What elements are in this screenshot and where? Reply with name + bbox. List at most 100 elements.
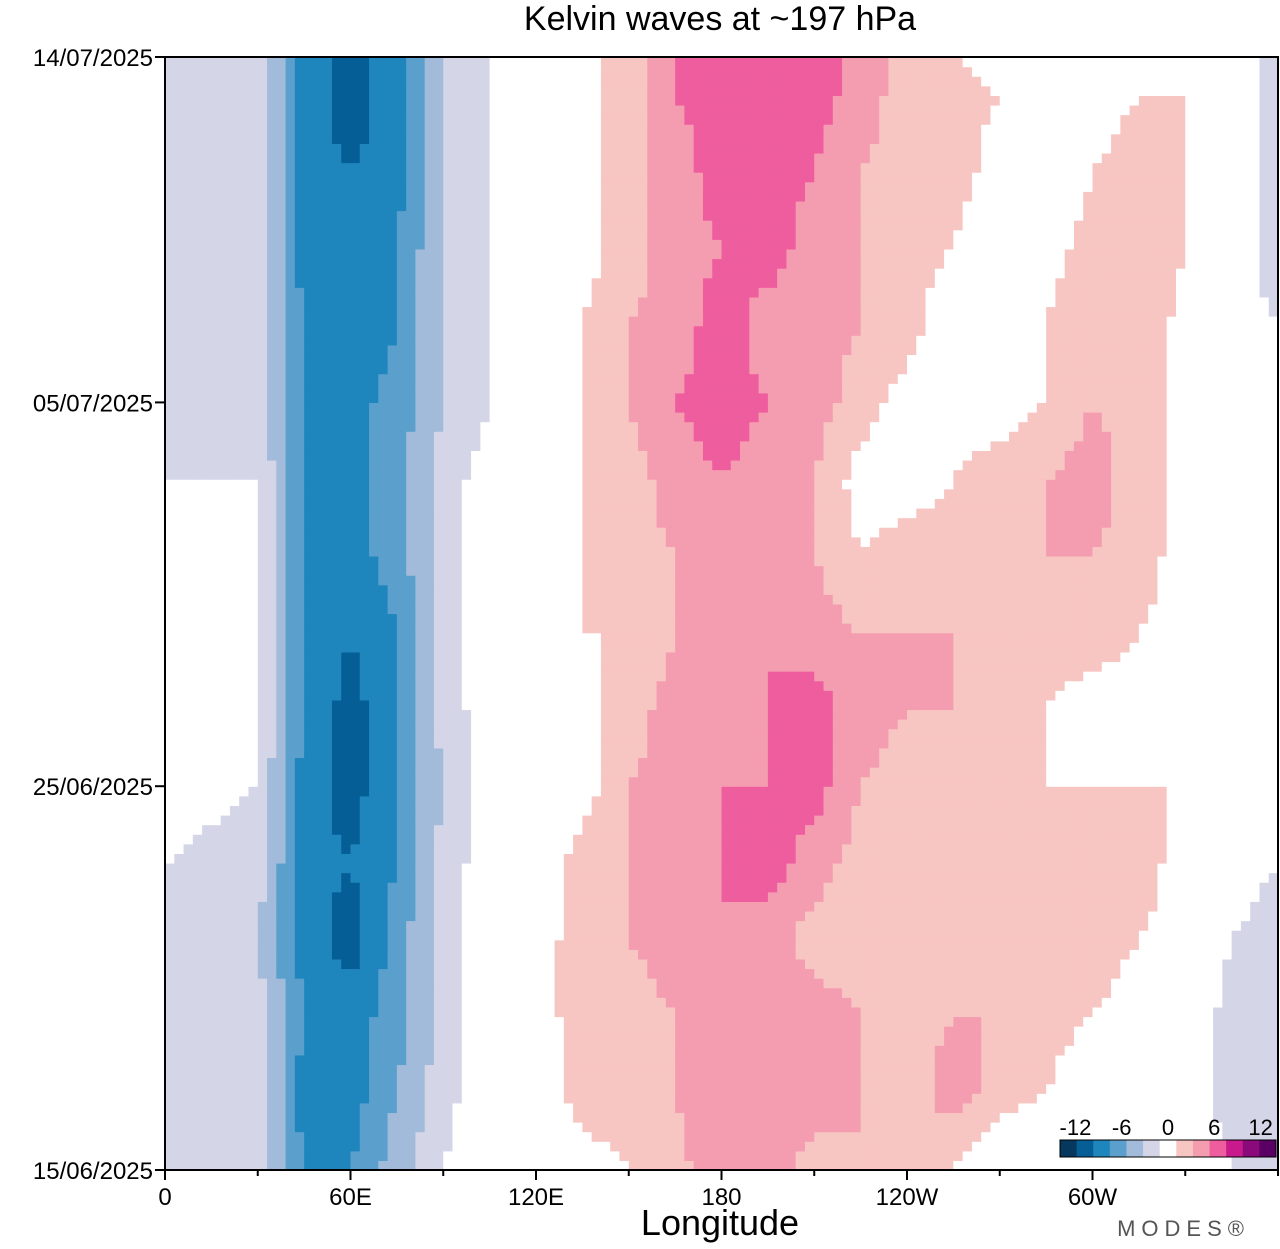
heatmap-cell xyxy=(861,796,871,806)
heatmap-cell xyxy=(1176,969,1186,979)
heatmap-cell xyxy=(508,930,518,940)
heatmap-cell xyxy=(332,1064,342,1074)
heatmap-cell xyxy=(564,1055,574,1065)
heatmap-cell xyxy=(1250,901,1260,911)
heatmap-cell xyxy=(610,834,620,844)
heatmap-cell xyxy=(517,825,527,835)
heatmap-cell xyxy=(536,1151,546,1161)
heatmap-cell xyxy=(926,844,936,854)
heatmap-cell xyxy=(601,1045,611,1055)
heatmap-cell xyxy=(824,911,834,921)
heatmap-cell xyxy=(184,1084,194,1094)
heatmap-cell xyxy=(777,1151,787,1161)
heatmap-cell xyxy=(777,882,787,892)
heatmap-cell xyxy=(184,959,194,969)
heatmap-cell xyxy=(341,863,351,873)
heatmap-cell xyxy=(351,863,361,873)
heatmap-cell xyxy=(462,1074,472,1084)
heatmap-cell xyxy=(295,796,305,806)
heatmap-cell xyxy=(990,863,1000,873)
heatmap-cell xyxy=(248,940,258,950)
heatmap-cell xyxy=(990,940,1000,950)
heatmap-cell xyxy=(211,844,221,854)
heatmap-cell xyxy=(1259,1016,1269,1026)
heatmap-cell xyxy=(517,1093,527,1103)
heatmap-cell xyxy=(1120,825,1130,835)
heatmap-cell xyxy=(480,777,490,787)
heatmap-cell xyxy=(916,853,926,863)
heatmap-cell xyxy=(499,949,509,959)
heatmap-cell xyxy=(351,988,361,998)
heatmap-cell xyxy=(202,978,212,988)
heatmap-cell xyxy=(675,873,685,883)
heatmap-cell xyxy=(174,1064,184,1074)
heatmap-cell xyxy=(582,777,592,787)
heatmap-cell xyxy=(926,834,936,844)
heatmap-cell xyxy=(888,863,898,873)
heatmap-cell xyxy=(1083,940,1093,950)
heatmap-cell xyxy=(248,1055,258,1065)
heatmap-cell xyxy=(1028,805,1038,815)
heatmap-cell xyxy=(722,949,732,959)
heatmap-cell xyxy=(313,1103,323,1113)
heatmap-cell xyxy=(851,1074,861,1084)
heatmap-cell xyxy=(1204,969,1214,979)
heatmap-cell xyxy=(861,940,871,950)
heatmap-cell xyxy=(1093,1084,1103,1094)
heatmap-cell xyxy=(221,767,231,777)
heatmap-cell xyxy=(749,1132,759,1142)
heatmap-cell xyxy=(1028,930,1038,940)
heatmap-cell xyxy=(814,1007,824,1017)
heatmap-cell xyxy=(963,882,973,892)
heatmap-cell xyxy=(258,1103,268,1113)
heatmap-cell xyxy=(323,786,333,796)
heatmap-cell xyxy=(351,873,361,883)
heatmap-cell xyxy=(759,1093,769,1103)
heatmap-cell xyxy=(888,1045,898,1055)
heatmap-cell xyxy=(211,873,221,883)
heatmap-cell xyxy=(462,777,472,787)
heatmap-cell xyxy=(712,1132,722,1142)
heatmap-cell xyxy=(777,1016,787,1026)
heatmap-cell xyxy=(443,815,453,825)
heatmap-cell xyxy=(174,777,184,787)
heatmap-cell xyxy=(740,882,750,892)
heatmap-cell xyxy=(462,1064,472,1074)
heatmap-cell xyxy=(749,921,759,931)
heatmap-cell xyxy=(647,1084,657,1094)
heatmap-cell xyxy=(536,959,546,969)
heatmap-cell xyxy=(1074,882,1084,892)
heatmap-cell xyxy=(749,1141,759,1151)
heatmap-cell xyxy=(276,844,286,854)
heatmap-cell xyxy=(480,901,490,911)
heatmap-cell xyxy=(1037,1045,1047,1055)
heatmap-cell xyxy=(545,1016,555,1026)
heatmap-cell xyxy=(304,1122,314,1132)
heatmap-cell xyxy=(1093,1112,1103,1122)
heatmap-cell xyxy=(1130,959,1140,969)
heatmap-cell xyxy=(1259,863,1269,873)
heatmap-cell xyxy=(369,1064,379,1074)
heatmap-cell xyxy=(508,834,518,844)
heatmap-cell xyxy=(369,786,379,796)
heatmap-cell xyxy=(295,1151,305,1161)
heatmap-cell xyxy=(582,1084,592,1094)
heatmap-cell xyxy=(286,978,296,988)
heatmap-cell xyxy=(1000,873,1010,883)
heatmap-cell xyxy=(211,1112,221,1122)
heatmap-cell xyxy=(935,1151,945,1161)
heatmap-cell xyxy=(814,988,824,998)
heatmap-cell xyxy=(647,892,657,902)
heatmap-cell xyxy=(972,873,982,883)
heatmap-cell xyxy=(165,997,175,1007)
heatmap-cell xyxy=(443,988,453,998)
heatmap-cell xyxy=(657,1007,667,1017)
heatmap-cell xyxy=(935,1132,945,1142)
heatmap-cell xyxy=(722,1122,732,1132)
heatmap-cell xyxy=(1139,921,1149,931)
heatmap-cell xyxy=(805,834,815,844)
heatmap-cell xyxy=(425,997,435,1007)
heatmap-cell xyxy=(916,1036,926,1046)
heatmap-cell xyxy=(304,853,314,863)
heatmap-cell xyxy=(759,786,769,796)
